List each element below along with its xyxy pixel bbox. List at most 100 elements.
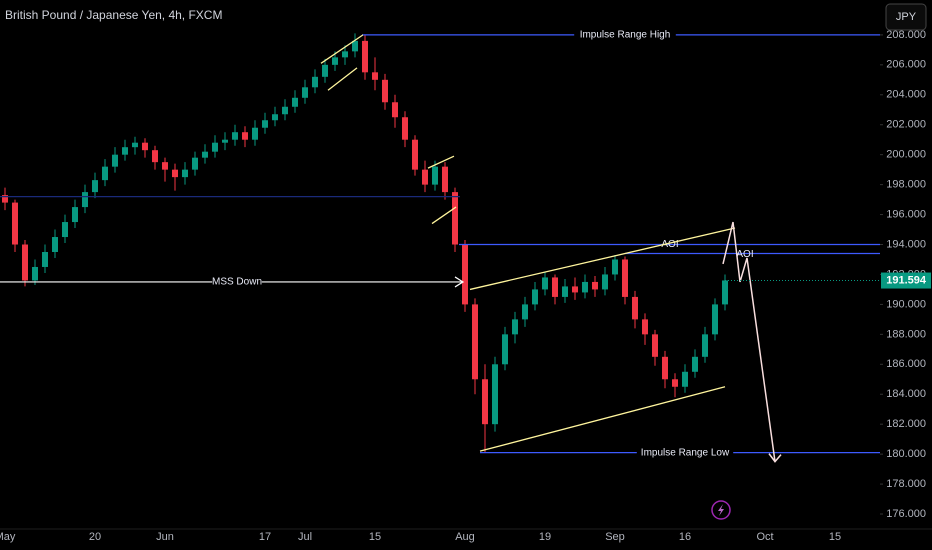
currency-label[interactable]: JPY xyxy=(896,11,917,23)
y-tick-label: 206.000 xyxy=(886,59,926,71)
candle-body xyxy=(452,192,458,245)
y-tick-label: 196.000 xyxy=(886,208,926,220)
candle-body xyxy=(542,277,548,290)
candle-body xyxy=(12,202,18,245)
candle-body xyxy=(312,76,318,88)
candle-body xyxy=(232,132,238,140)
trend-line xyxy=(320,34,364,64)
y-tick-label: 176.000 xyxy=(886,508,926,520)
candle-body xyxy=(352,40,358,52)
x-tick-label: 15 xyxy=(369,531,381,543)
candle-body xyxy=(622,259,628,297)
projection-path xyxy=(722,221,776,462)
candle-body xyxy=(552,277,558,297)
candle-body xyxy=(222,139,228,143)
candle-body xyxy=(482,379,488,425)
candle-body xyxy=(502,334,508,365)
candle-body xyxy=(22,244,28,281)
candle-body xyxy=(52,237,58,252)
candle-body xyxy=(532,289,538,305)
candle-body xyxy=(282,106,288,115)
candle-body xyxy=(422,169,428,185)
candle-body xyxy=(262,120,268,128)
candle-body xyxy=(672,379,678,387)
last-price-label: 191.594 xyxy=(886,274,927,286)
plot: Impulse Range High Impulse Range Low AOI AO… xyxy=(0,28,880,463)
candle-body xyxy=(692,356,698,372)
candle-body xyxy=(242,132,248,140)
y-tick-label: 204.000 xyxy=(886,89,926,101)
candle-body xyxy=(252,127,258,140)
candle-body xyxy=(392,102,398,118)
candle-body xyxy=(602,274,608,290)
trend-line xyxy=(431,206,457,225)
x-tick-label: Aug xyxy=(455,531,475,543)
candle-body xyxy=(342,51,348,58)
candle-body xyxy=(642,319,648,335)
x-tick-label: 20 xyxy=(89,531,101,543)
candle-body xyxy=(212,142,218,152)
candle-body xyxy=(142,142,148,151)
candle-body xyxy=(102,166,108,181)
candle-body xyxy=(272,114,278,121)
y-tick-label: 184.000 xyxy=(886,388,926,400)
x-tick-label: 15 xyxy=(829,531,841,543)
last-price-box xyxy=(881,272,931,289)
lightning-bolt xyxy=(718,504,724,516)
candle-body xyxy=(182,169,188,178)
y-tick-label: 198.000 xyxy=(886,179,926,191)
y-tick-label: 202.000 xyxy=(886,119,926,131)
level-label: AOI xyxy=(736,249,753,260)
x-tick-label: 19 xyxy=(539,531,551,543)
y-tick-label: 190.000 xyxy=(886,298,926,310)
candle-body xyxy=(332,57,338,65)
candle-body xyxy=(172,169,178,178)
candle-body xyxy=(512,319,518,335)
candle-body xyxy=(2,195,8,203)
candle-body xyxy=(402,117,408,140)
level-label-bg xyxy=(212,275,262,288)
candle-body xyxy=(432,166,438,185)
candle-body xyxy=(632,296,638,320)
candle-body xyxy=(662,356,668,380)
candle-body xyxy=(362,40,368,73)
candle-body xyxy=(612,259,618,275)
candle-body xyxy=(472,304,478,380)
x-tick-label: Oct xyxy=(756,531,773,543)
candle-body xyxy=(442,166,448,193)
candle-body xyxy=(152,150,158,163)
candle-body xyxy=(132,142,138,148)
trend-line xyxy=(327,67,358,91)
candle-body xyxy=(582,281,588,293)
candle-body xyxy=(722,280,728,305)
candle-body xyxy=(322,64,328,77)
y-tick-label: 194.000 xyxy=(886,238,926,250)
candle-body xyxy=(382,79,388,103)
candle-body xyxy=(702,334,708,357)
currency-button[interactable] xyxy=(885,3,927,31)
x-tick-label: 17 xyxy=(259,531,271,543)
level-label: Impulse Range High xyxy=(580,30,671,41)
candle-body xyxy=(302,87,308,98)
candle-body xyxy=(122,147,128,155)
candle-body xyxy=(462,244,468,305)
candle-body xyxy=(192,157,198,170)
level-label-bg xyxy=(574,28,676,41)
level-label-bg xyxy=(636,446,734,459)
candle-body xyxy=(292,97,298,107)
trend-line xyxy=(469,227,736,291)
candle-body xyxy=(42,251,48,267)
candle-body xyxy=(32,266,38,281)
level-label: Impulse Range Low xyxy=(641,447,730,458)
y-tick-label: 200.000 xyxy=(886,149,926,161)
trend-line xyxy=(427,155,455,169)
y-tick-label: 178.000 xyxy=(886,478,926,490)
candle-body xyxy=(62,222,68,238)
x-tick-label: Jul xyxy=(298,531,312,543)
candle-body xyxy=(562,286,568,297)
x-tick-label: 16 xyxy=(679,531,691,543)
lightning-icon[interactable] xyxy=(711,500,731,520)
candle-body xyxy=(592,281,598,290)
chart-title: British Pound / Japanese Yen, 4h, FXCM xyxy=(5,8,222,22)
